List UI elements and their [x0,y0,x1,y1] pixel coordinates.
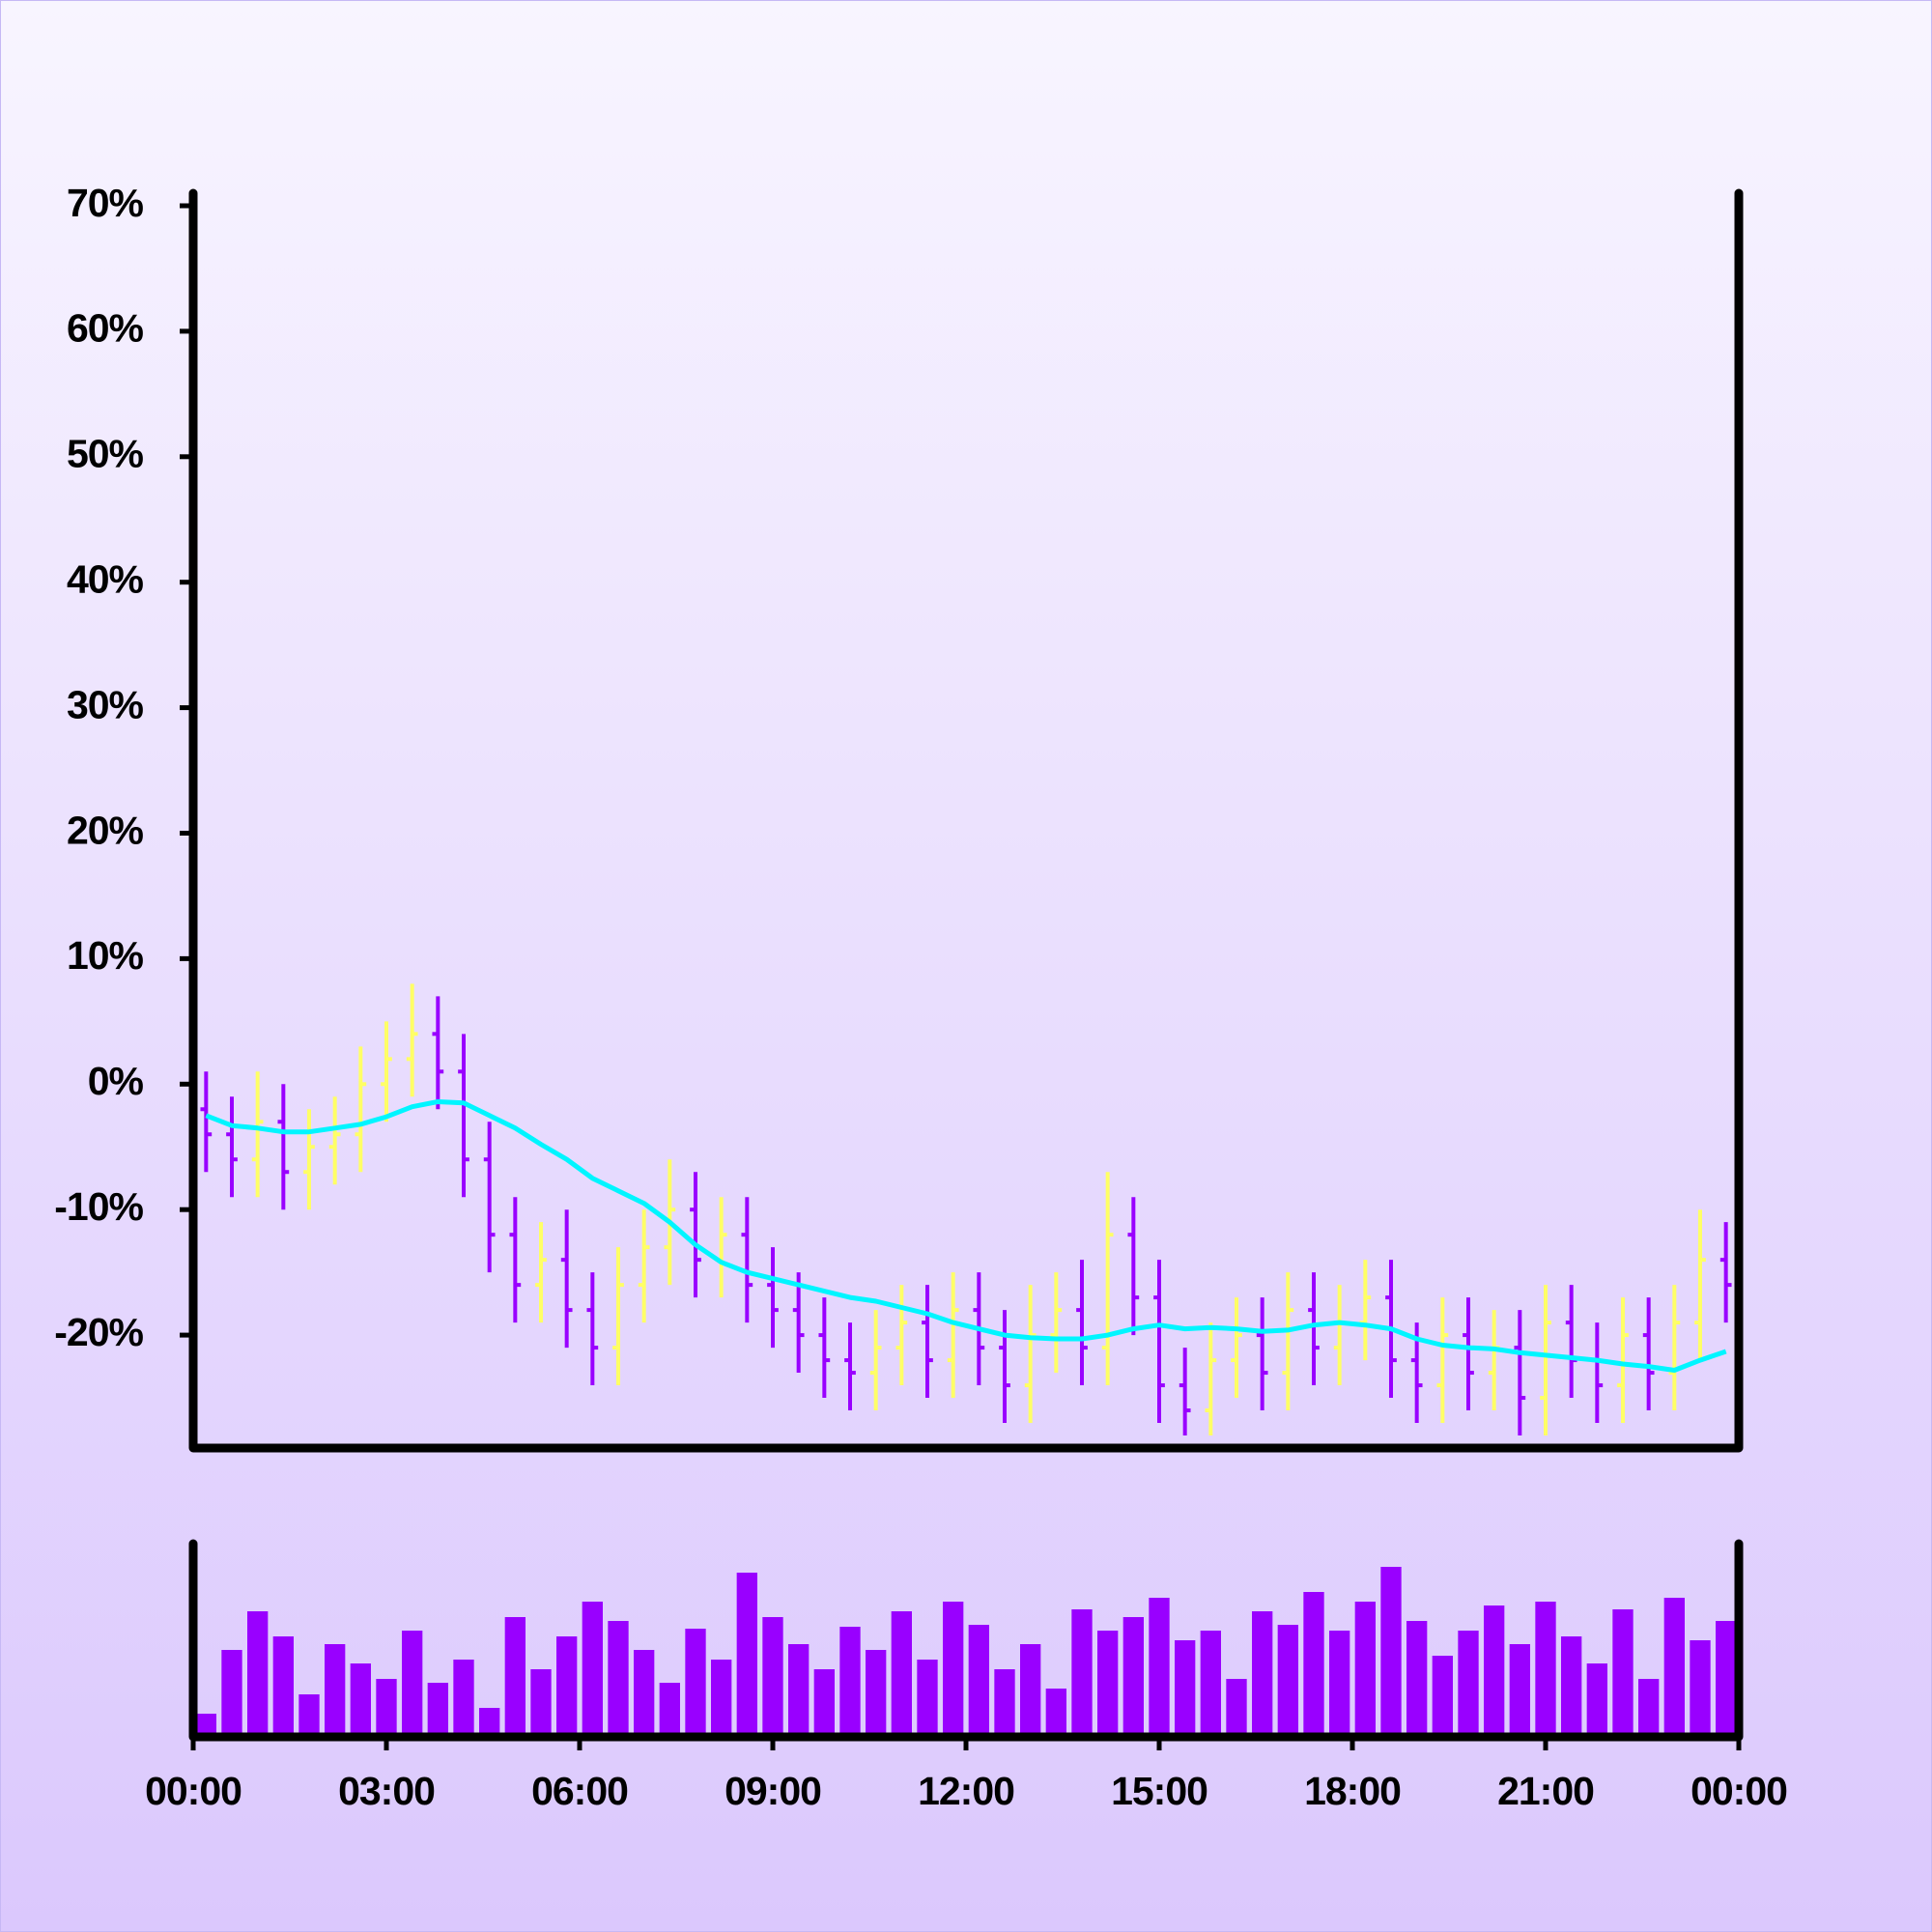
volume-bar [1380,1567,1402,1737]
volume-bar [556,1636,578,1737]
x-tick-label: 06:00 [531,1769,628,1813]
volume-bar [1303,1592,1324,1737]
volume-bar [736,1573,757,1737]
volume-bar [968,1625,989,1737]
volume-bar [1122,1617,1144,1737]
volume-bar [1097,1631,1119,1737]
volume-bar [1149,1598,1170,1737]
y-tick-label: 70% [67,181,144,225]
volume-bar [1329,1631,1350,1737]
x-tick-label: 18:00 [1304,1769,1401,1813]
volume-bar [762,1617,783,1737]
volume-bar [427,1683,448,1737]
volume-bar [247,1611,269,1737]
volume-bar [582,1602,603,1737]
y-tick-label: 60% [67,306,144,351]
volume-bar [272,1636,294,1737]
volume-bar [634,1650,655,1737]
y-tick-label: 40% [67,557,144,602]
volume-bar [917,1660,938,1737]
y-tick-label: 10% [67,933,144,978]
volume-bar [350,1663,371,1737]
y-tick-label: -20% [54,1310,143,1354]
volume-bar [221,1650,242,1737]
volume-bar [1612,1609,1634,1737]
volume-bar [788,1644,810,1737]
volume-bar [866,1650,887,1737]
x-tick-label: 12:00 [918,1769,1014,1813]
x-tick-label: 09:00 [724,1769,821,1813]
y-tick-label: 0% [88,1059,144,1103]
volume-bar [298,1694,320,1737]
volume-bar [813,1669,835,1737]
volume-bar [504,1617,526,1737]
volume-bar [479,1708,500,1737]
x-tick-label: 21:00 [1497,1769,1594,1813]
volume-bar [1586,1663,1607,1737]
volume-bar [608,1621,629,1737]
volume-bar [1663,1598,1685,1737]
volume-bar [839,1627,861,1737]
volume-bar [402,1631,423,1737]
volume-bar [943,1602,964,1737]
y-tick-label: 50% [67,432,144,476]
volume-bar [1020,1644,1041,1737]
moving-average-line [205,1099,1727,1373]
volume-bar [1252,1611,1273,1737]
y-tick-label: -10% [54,1184,143,1229]
volume-bar [1690,1640,1711,1737]
volume-bar [685,1629,706,1737]
volume-bar [376,1679,397,1737]
volume-bar [1406,1621,1428,1737]
volume-bar [1458,1631,1479,1737]
volume-bar [659,1683,680,1737]
x-tick-label: 00:00 [145,1769,242,1813]
volume-bar [891,1611,912,1737]
y-tick-label: 20% [67,808,144,852]
x-tick-label: 03:00 [338,1769,435,1813]
volume-bar [325,1644,346,1737]
volume-bar [1226,1679,1247,1737]
volume-bar [1638,1679,1660,1737]
volume-bar [195,1714,216,1737]
volume-bar [1432,1656,1453,1737]
volume-bar [1484,1605,1505,1737]
volume-bar [1535,1602,1556,1737]
volume-bar [1200,1631,1221,1737]
volume-bar [1561,1636,1582,1737]
price-frame [188,188,1744,1453]
volume-bar [1509,1644,1530,1737]
x-tick-label: 00:00 [1690,1769,1787,1813]
volume-bar [1277,1625,1298,1737]
y-tick-label: 30% [67,682,144,726]
x-tick-label: 15:00 [1111,1769,1208,1813]
volume-bar [1175,1640,1196,1737]
volume-bar [453,1660,474,1737]
volume-bar [1071,1609,1093,1737]
volume-bar [1045,1689,1066,1737]
volume-panel [195,1567,1737,1737]
volume-bar [530,1669,552,1737]
volume-bar [1354,1602,1376,1737]
volume-bar [1716,1621,1737,1737]
price-panel [200,983,1732,1436]
volume-bar [994,1669,1015,1737]
volume-bar [711,1660,732,1737]
